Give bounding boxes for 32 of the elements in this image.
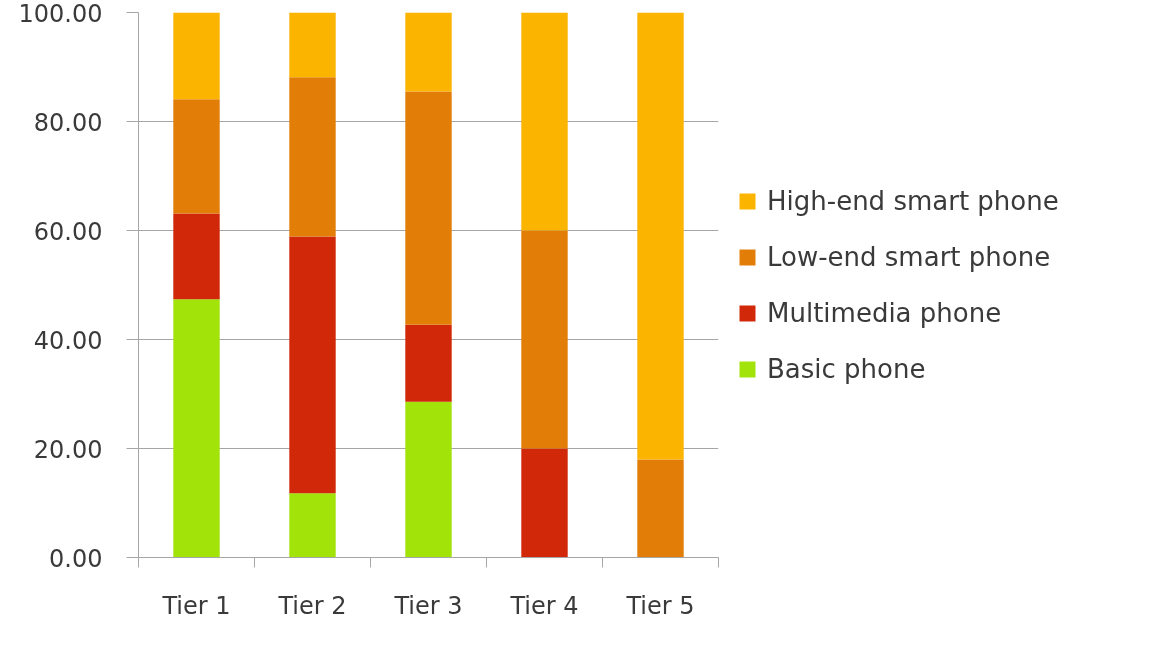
y-tick-label: 100.00 — [18, 0, 103, 28]
bar — [173, 99, 220, 214]
y-tick-label: 40.00 — [33, 326, 103, 355]
bar — [637, 12, 684, 460]
bar — [405, 401, 452, 558]
bar — [405, 91, 452, 325]
y-tick-label: 20.00 — [33, 435, 103, 464]
legend-label: Basic phone — [767, 353, 926, 384]
bar — [521, 230, 568, 449]
x-tick-label: Tier 2 — [277, 591, 347, 620]
x-tick-label: Tier 4 — [509, 591, 579, 620]
bar — [173, 213, 220, 300]
bar — [289, 493, 336, 558]
legend-label: High-end smart phone — [767, 185, 1059, 216]
x-tick-label: Tier 1 — [161, 591, 231, 620]
bar — [289, 12, 336, 78]
x-tick-label: Tier 5 — [625, 591, 695, 620]
y-tick-label: 60.00 — [33, 217, 103, 246]
y-tick-label: 0.00 — [49, 544, 103, 573]
bar — [289, 77, 336, 237]
bar — [405, 12, 452, 92]
bar — [521, 448, 568, 558]
y-tick-label: 80.00 — [33, 108, 103, 137]
bar — [173, 299, 220, 558]
bar — [173, 12, 220, 100]
bar — [521, 12, 568, 231]
legend-label: Multimedia phone — [767, 297, 1002, 328]
bar — [405, 324, 452, 402]
x-tick-label: Tier 3 — [393, 591, 463, 620]
legend-label: Low-end smart phone — [767, 241, 1051, 272]
bar — [637, 459, 684, 558]
bar — [289, 236, 336, 494]
